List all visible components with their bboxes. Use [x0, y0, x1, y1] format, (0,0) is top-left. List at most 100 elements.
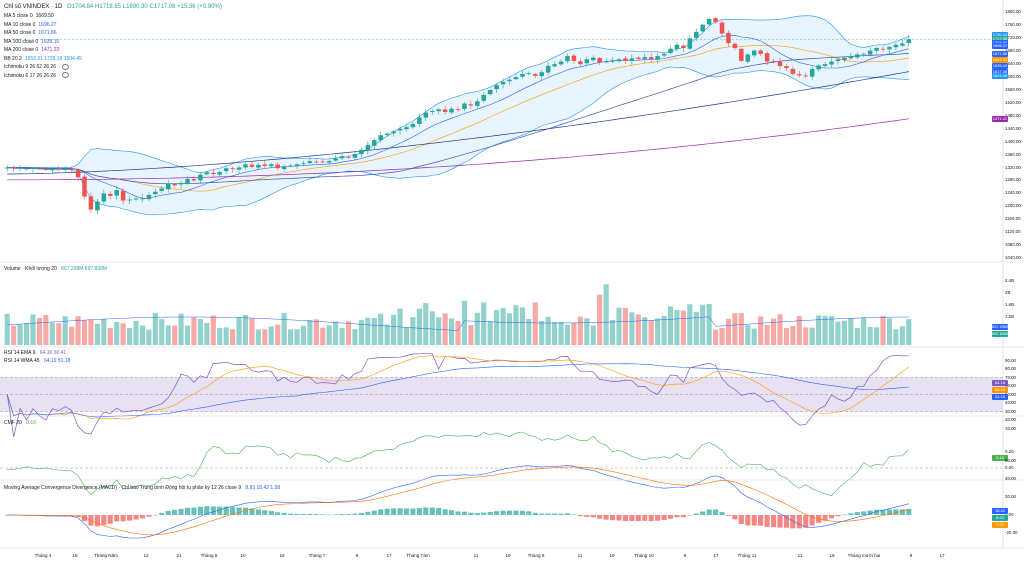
macd-histogram-bar: [429, 507, 435, 515]
volume-bar: [403, 327, 410, 345]
macd-histogram-bar: [410, 508, 416, 515]
volume-bar: [893, 329, 899, 345]
price-tag: 1717.08: [992, 36, 1008, 43]
macd-histogram-bar: [880, 509, 886, 515]
volume-bar: [532, 302, 538, 345]
volume-bar: [172, 325, 178, 345]
macd-histogram-bar: [313, 514, 319, 515]
candle-body: [436, 109, 441, 112]
candle-body: [661, 53, 667, 56]
candle-body: [359, 149, 364, 155]
pane-separators: [0, 0, 1024, 549]
volume-legend[interactable]: Volume · Khối lượng 20 667.298M 697.838M: [4, 266, 108, 272]
macd-histogram-bar: [384, 508, 390, 515]
candle-body: [706, 18, 712, 25]
volume-bar: [333, 321, 339, 345]
candle-body: [95, 201, 100, 211]
volume-bar: [745, 325, 751, 345]
volume-bar: [822, 316, 828, 345]
macd-histogram-bar: [764, 515, 770, 527]
macd-legend[interactable]: Moving Average Convergence Divergence (M…: [4, 485, 281, 491]
volume-bar: [455, 321, 461, 345]
macd-histogram-bar: [648, 515, 654, 522]
volume-bar: [391, 314, 397, 345]
macd-tag: 8.93: [992, 515, 1008, 521]
volume-bar: [17, 324, 23, 345]
legend-name: Ichimoku 9 26 52 26 26: [4, 64, 56, 70]
macd-histogram-bar: [564, 513, 571, 515]
candle-body: [455, 109, 461, 111]
candle-body: [475, 101, 480, 106]
legend-row[interactable]: Ichimoku 6 17 26 26 26: [4, 72, 69, 80]
rsi-tag: 64.16: [992, 380, 1008, 386]
legend-row[interactable]: Ichimoku 9 26 52 26 26: [4, 63, 69, 71]
macd-histogram-bar: [519, 510, 525, 515]
candle-body: [597, 57, 602, 63]
candle-body: [822, 64, 828, 66]
price-axis-label: 1280.00: [1005, 177, 1021, 183]
volume-bar: [287, 329, 294, 345]
candle-body: [745, 54, 751, 62]
ma10-line: [7, 34, 909, 199]
rsi-legend-1[interactable]: RSI 14 EMA 9 64.16 30.41: [4, 350, 67, 356]
candle-body: [133, 198, 139, 200]
eye-icon[interactable]: [61, 72, 69, 79]
macd-histogram-bar: [455, 511, 461, 515]
volume-bar: [191, 317, 197, 345]
macd-histogram-bar: [526, 511, 532, 515]
volume-bar: [230, 329, 236, 345]
volume-bar: [564, 324, 571, 345]
cmf-legend[interactable]: CMF 20 0.16: [4, 420, 36, 426]
volume-bar: [384, 324, 390, 345]
macd-histogram-bar: [828, 515, 835, 519]
rsi-axis-label: 30.00: [1005, 408, 1016, 414]
volume-bar: [262, 329, 268, 345]
price-axis-label: 1480.00: [1005, 112, 1021, 118]
volume-bar: [545, 316, 551, 345]
candle-body: [249, 164, 255, 167]
candle-body: [165, 183, 171, 190]
candle-body: [513, 77, 519, 80]
volume-bar: [867, 326, 873, 345]
rsi-tag: 51.18: [992, 394, 1008, 400]
cmf-pane: [0, 431, 1003, 496]
macd-histogram-bar: [893, 509, 899, 515]
volume-bar: [874, 327, 880, 345]
time-axis-label: 17: [386, 553, 392, 558]
macd-histogram-bar: [783, 515, 790, 528]
macd-histogram-bar: [609, 515, 616, 521]
macd-histogram-bar: [281, 513, 287, 515]
candle-body: [378, 135, 383, 141]
eye-icon[interactable]: [61, 63, 69, 70]
rsi-legend-2[interactable]: RSI 14 WMA 45 64.19 51.18: [4, 358, 71, 364]
legend-row[interactable]: MA 50 close 0 1671.86: [4, 29, 56, 37]
legend-row[interactable]: BB 20 2 1652.31 1729.16 1504.49: [4, 55, 82, 63]
volume-bar: [204, 322, 210, 345]
macd-histogram-bar: [423, 507, 429, 515]
volume-bar: [436, 317, 442, 345]
macd-histogram-bar: [197, 506, 203, 515]
macd-histogram-bar: [345, 514, 352, 515]
macd-histogram-bar: [152, 514, 158, 516]
chart-title[interactable]: Chỉ số VNINDEX · 1D O1704.84 H1718.65 L1…: [4, 3, 222, 11]
legend-row[interactable]: MA 5 close 0 1669.50: [4, 12, 54, 20]
legend-row[interactable]: MA 10 close 0 1696.27: [4, 21, 56, 29]
candle-body: [404, 127, 409, 130]
volume-bar: [307, 320, 313, 345]
symbol-label[interactable]: Chỉ số VNINDEX · 1D: [4, 4, 63, 10]
volume-bar: [629, 312, 635, 345]
macd-axis-label: 20.00: [1005, 494, 1016, 499]
candle-body: [719, 22, 725, 34]
legend-value: 1671.86: [38, 30, 57, 36]
candle-body: [288, 165, 293, 167]
candle-body: [842, 57, 847, 61]
candle-body: [17, 167, 23, 169]
volume-bar: [326, 325, 332, 345]
volume-bar: [442, 313, 448, 345]
candle-body: [880, 48, 886, 50]
candle-body: [275, 164, 280, 169]
candle-body: [726, 32, 731, 44]
candle-body: [185, 178, 190, 184]
legend-row[interactable]: MA 200 close 0 1471.22: [4, 46, 59, 54]
legend-row[interactable]: MA 100 close 0 1635.10: [4, 38, 59, 46]
